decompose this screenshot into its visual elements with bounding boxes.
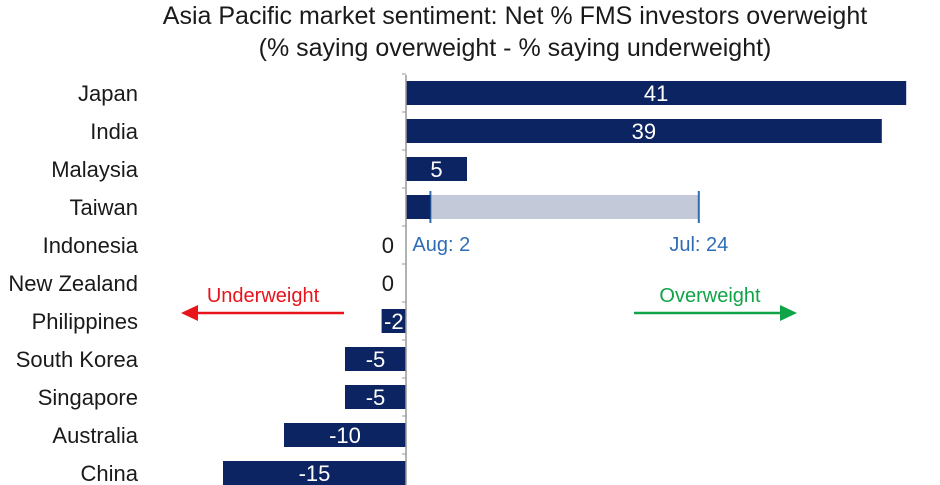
category-label: New Zealand — [8, 271, 138, 296]
value-label: -5 — [366, 385, 386, 410]
underweight-label: Underweight — [207, 285, 320, 307]
value-label: 39 — [632, 119, 656, 144]
highlight-label-to: Jul: 24 — [669, 234, 728, 256]
highlight-layer: Aug: 2 Jul: 24 — [412, 191, 728, 256]
chart-title: Asia Pacific market sentiment: Net % FMS… — [163, 2, 867, 30]
category-label: South Korea — [16, 347, 139, 372]
bars-layer — [223, 81, 907, 485]
category-label: Malaysia — [51, 157, 139, 182]
bar — [345, 347, 406, 371]
category-label: China — [81, 461, 139, 485]
category-label: Australia — [52, 423, 138, 448]
value-label: -15 — [299, 461, 331, 485]
category-label: Indonesia — [43, 233, 139, 258]
bar — [223, 461, 406, 485]
overweight-arrow-head — [780, 305, 797, 321]
category-label: Taiwan — [70, 195, 138, 220]
highlight-band — [430, 195, 699, 219]
bar — [345, 385, 406, 409]
bar — [381, 309, 406, 333]
bar — [284, 423, 406, 447]
category-label: Philippines — [32, 309, 138, 334]
value-label: 0 — [382, 271, 394, 296]
axis-layer — [402, 73, 407, 485]
labels-layer: Japan 41 India 39 Malaysia 5 Taiwan Indonesia 0 N… — [8, 81, 668, 485]
bar — [406, 119, 882, 143]
value-label: -5 — [366, 347, 386, 372]
annotations-layer: Underweight Overweight — [181, 285, 797, 321]
value-label: -2 — [384, 309, 404, 334]
category-label: Singapore — [38, 385, 138, 410]
value-label: -10 — [329, 423, 361, 448]
chart-subtitle: (% saying overweight - % saying underwei… — [259, 34, 772, 62]
highlight-label-from: Aug: 2 — [412, 234, 470, 256]
bar — [406, 157, 467, 181]
value-label: 5 — [430, 157, 442, 182]
value-label: 0 — [382, 233, 394, 258]
overweight-label: Overweight — [659, 285, 761, 307]
bar — [406, 195, 431, 219]
underweight-arrow-head — [181, 305, 198, 321]
bar — [406, 81, 907, 105]
value-label: 41 — [644, 81, 668, 106]
category-label: Japan — [78, 81, 138, 106]
category-label: India — [90, 119, 138, 144]
